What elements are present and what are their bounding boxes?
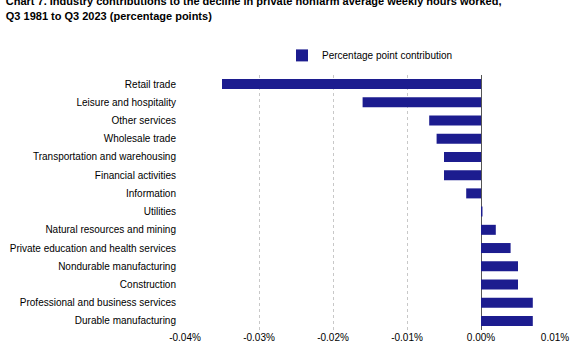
svg-text:Durable manufacturing: Durable manufacturing — [75, 315, 176, 326]
svg-text:0.00%: 0.00% — [467, 332, 495, 343]
svg-text:Leisure and hospitality: Leisure and hospitality — [76, 97, 176, 108]
svg-text:0.01%: 0.01% — [541, 332, 569, 343]
svg-text:-0.03%: -0.03% — [243, 332, 275, 343]
svg-text:Utilities: Utilities — [144, 206, 176, 217]
svg-text:Other services: Other services — [112, 115, 176, 126]
svg-text:Percentage point contribution: Percentage point contribution — [322, 50, 452, 61]
svg-text:Transportation and warehousing: Transportation and warehousing — [33, 151, 176, 162]
svg-text:-0.04%: -0.04% — [169, 332, 201, 343]
svg-text:-0.01%: -0.01% — [391, 332, 423, 343]
svg-text:Retail trade: Retail trade — [125, 79, 177, 90]
svg-text:Natural resources and mining: Natural resources and mining — [45, 224, 176, 235]
svg-text:Chart 7. Industry contribution: Chart 7. Industry contributions to the d… — [6, 0, 502, 22]
svg-text:Wholesale trade: Wholesale trade — [104, 133, 177, 144]
svg-text:Nondurable manufacturing: Nondurable manufacturing — [58, 261, 176, 272]
svg-text:Private education and health s: Private education and health services — [10, 243, 176, 254]
svg-text:Construction: Construction — [120, 279, 176, 290]
svg-text:Financial activities: Financial activities — [95, 170, 176, 181]
svg-text:Information: Information — [126, 188, 176, 199]
svg-text:-0.02%: -0.02% — [317, 332, 349, 343]
svg-text:Professional and business serv: Professional and business services — [20, 297, 176, 308]
